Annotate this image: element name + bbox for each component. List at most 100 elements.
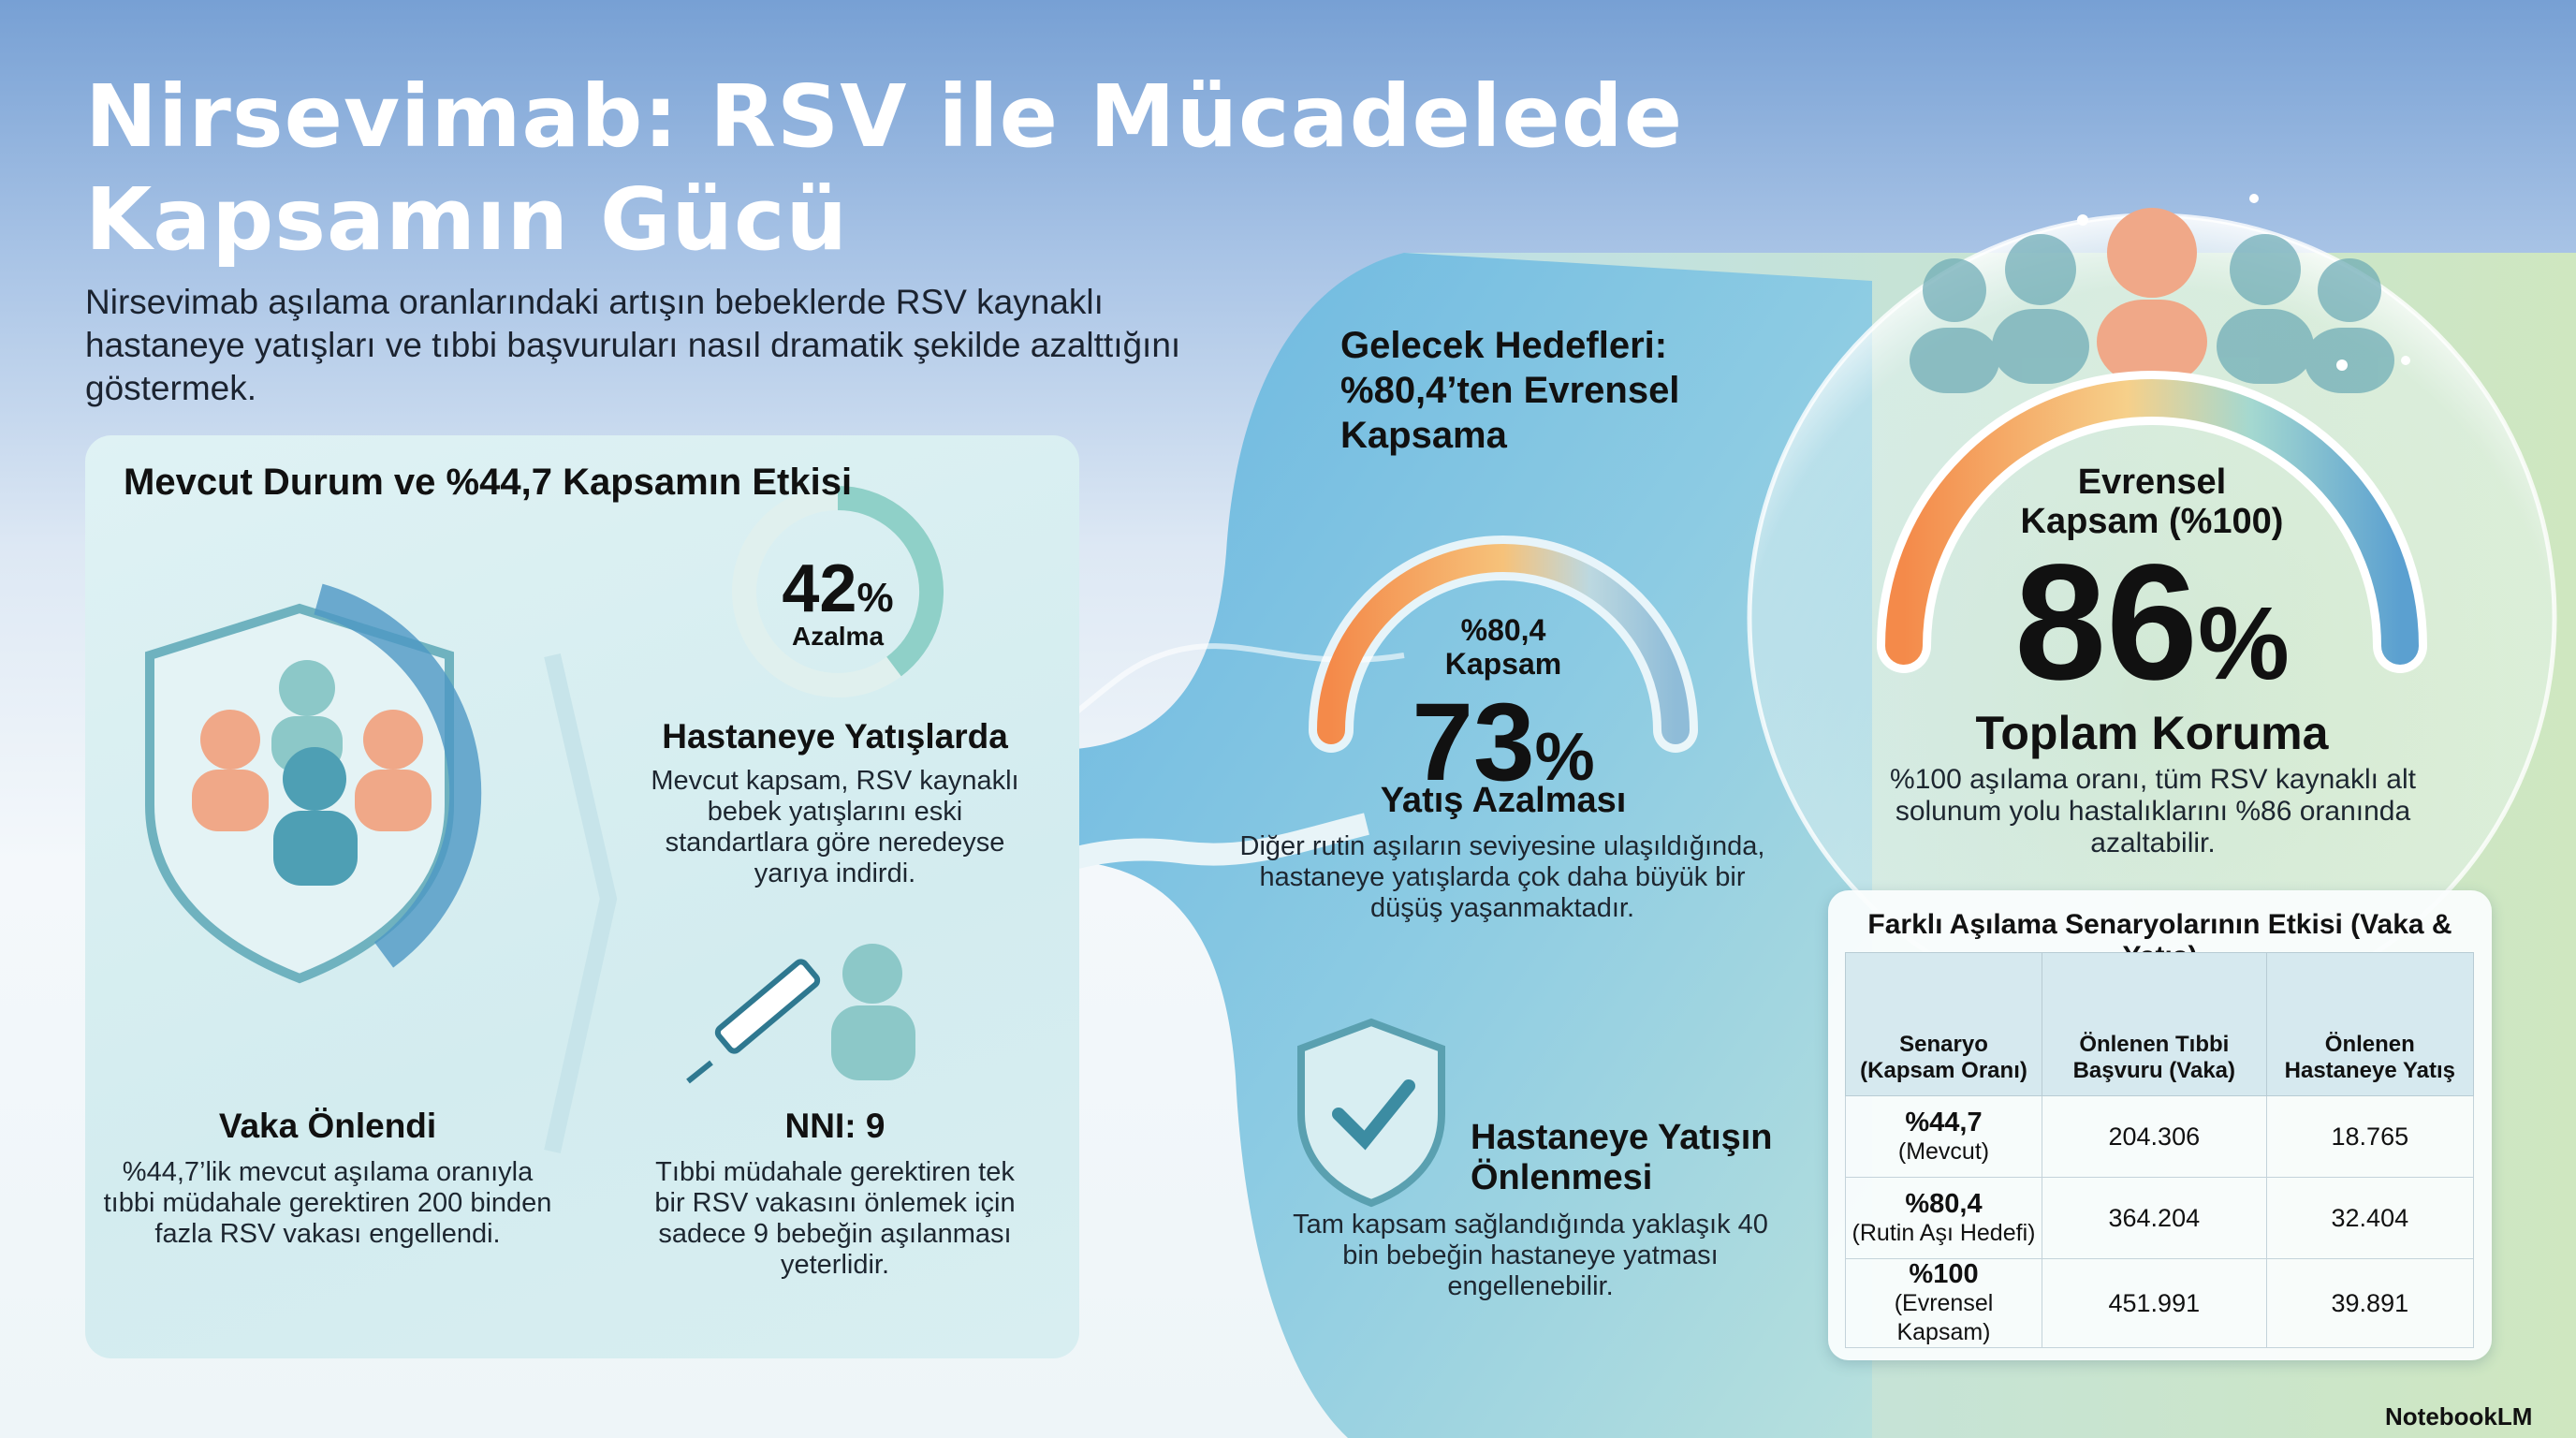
gauge-text: Diğer rutin aşıların seviyesine ulaşıldı…: [1239, 831, 1765, 923]
ring-label: 42% Azalma: [744, 550, 931, 652]
sparkles: [2077, 194, 2410, 371]
cell: %100 (Evrensel Kapsam): [1845, 1258, 2042, 1348]
people-icons-part: [1910, 328, 1999, 393]
shield-babies-part: [200, 710, 260, 770]
card-text: Tam kapsam sağlandığında yaklaşık 40 bin…: [1293, 1210, 1768, 1301]
syringe-baby-part: [686, 1060, 713, 1084]
card-title: NNI: 9: [784, 1107, 886, 1145]
sparkles-part: [2401, 356, 2410, 365]
cell: %44,7 (Mevcut): [1845, 1095, 2042, 1178]
ring-arc: [837, 486, 944, 677]
gauge-value: 73%: [1316, 682, 1690, 837]
column-header: Önlenen Hastaneye Yatış: [2265, 952, 2475, 1096]
universal-label-line: Kapsam (%100): [2020, 502, 2284, 541]
arc-universal: [1885, 379, 2419, 665]
column-header: Senaryo (Kapsam Oranı): [1845, 952, 2042, 1096]
universal-label-line: Evrensel: [2077, 462, 2227, 502]
card-text: %44,7’lik mevcut aşılama oranıyla tıbbi …: [103, 1157, 552, 1249]
shield-babies-part: [355, 770, 432, 831]
brand: NotebookLM: [2385, 1402, 2533, 1431]
title: Nirsevimab: RSV ile Mücadelede Kapsamın …: [85, 66, 1683, 271]
cell: 39.891: [2265, 1258, 2475, 1348]
universal-text: %100 aşılama oranı, tüm RSV kaynaklı alt…: [1890, 764, 2416, 858]
ring-value: 42: [782, 551, 857, 626]
cell: %80,4 (Rutin Aşı Hedefi): [1845, 1177, 2042, 1259]
card-title: Hastaneye Yatışın Önlenmesi: [1471, 1118, 1773, 1197]
people-icons-part: [2230, 234, 2301, 305]
cell-main: %80,4: [1905, 1188, 1983, 1219]
cell-main: %100: [1909, 1259, 1979, 1289]
syringe-baby: [686, 944, 915, 1084]
title-line: Kapsamın Gücü: [85, 169, 849, 270]
ring-caption: Azalma: [791, 622, 885, 651]
shield-babies: [145, 583, 482, 984]
title-line: Nirsevimab: RSV ile Mücadelede: [85, 66, 1684, 167]
shield-babies-part: [192, 770, 269, 831]
syringe-baby-part: [842, 944, 902, 1004]
shield-check-part: [1297, 1018, 1445, 1208]
table-row: %80,4 (Rutin Aşı Hedefi) 364.204 32.404: [1845, 1177, 2475, 1259]
people-icons: [1910, 234, 2394, 393]
cell-main: %44,7: [1905, 1107, 1983, 1137]
syringe-baby-part: [831, 1005, 915, 1080]
shield-babies-part: [363, 710, 423, 770]
cell: 32.404: [2265, 1177, 2475, 1259]
sparkles-part: [2249, 194, 2259, 203]
ring-unit: %: [856, 575, 894, 621]
blue-wave: [1076, 253, 1872, 1438]
shield-babies-part: [283, 747, 346, 811]
sparkles-part: [2336, 360, 2348, 371]
card-title: Hastaneye Yatışlarda: [662, 717, 1008, 756]
universal-caption: Toplam Koruma: [1975, 707, 2329, 759]
value-number: 86: [2014, 531, 2198, 714]
column-header: Önlenen Tıbbi Başvuru (Vaka): [2042, 952, 2267, 1096]
gauge-label-line: Kapsam: [1444, 647, 1562, 681]
cell: 364.204: [2042, 1177, 2267, 1259]
table-header: Senaryo (Kapsam Oranı) Önlenen Tıbbi Baş…: [1845, 952, 2475, 1096]
people-icons-part: [1923, 258, 1986, 322]
table: Senaryo (Kapsam Oranı) Önlenen Tıbbi Baş…: [1845, 952, 2475, 1348]
shield-babies-part: [273, 811, 358, 886]
center-person: [2097, 208, 2207, 384]
shield-babies-part: [314, 583, 482, 968]
gauge-label: %80,4 Kapsam: [1363, 613, 1644, 681]
shield-check: [1297, 1018, 1445, 1208]
value-number: 73: [1412, 681, 1535, 804]
cell-sub: (Evrensel Kapsam): [1894, 1290, 1994, 1345]
people-icons-part: [2318, 258, 2381, 322]
cell-sub: (Rutin Aşı Hedefi): [1852, 1219, 2036, 1246]
center-person-part: [2097, 300, 2207, 384]
table-row: %44,7 (Mevcut) 204.306 18.765: [1845, 1095, 2475, 1178]
arc-804: [1317, 544, 1690, 744]
section-title: Mevcut Durum ve %44,7 Kapsamın Etkisi: [124, 462, 853, 503]
cell: 18.765: [2265, 1095, 2475, 1178]
sparkles-part: [2077, 214, 2088, 226]
cell: 204.306: [2042, 1095, 2267, 1178]
gauge-label-line: %80,4: [1460, 613, 1546, 647]
people-icons-part: [2305, 328, 2394, 393]
card-text: Tıbbi müdahale gerektiren tek bir RSV va…: [654, 1157, 1016, 1280]
center-person-part: [2107, 208, 2197, 298]
people-icons-part: [2005, 234, 2076, 305]
shield-babies-part: [279, 660, 335, 716]
current-illustrations: [145, 486, 944, 1153]
universal-label: Evrensel Kapsam (%100): [1965, 462, 2339, 541]
universal-value: 86%: [1918, 534, 2386, 764]
table-part: Senaryo (Kapsam Oranı) Önlenen Tıbbi Baş…: [1845, 952, 2475, 1348]
table-card: Farklı Aşılama Senaryolarının Etkisi (Va…: [1828, 890, 2492, 1360]
people-icons-part: [2217, 309, 2314, 384]
section-title: Gelecek Hedefleri: %80,4’ten Evrensel Ka…: [1340, 325, 1680, 456]
card-title: Vaka Önlendi: [218, 1107, 437, 1145]
table-row: %100 (Evrensel Kapsam) 451.991 39.891: [1845, 1258, 2475, 1348]
subtitle: Nirsevimab aşılama oranlarındaki artışın…: [85, 283, 1181, 407]
cell: 451.991: [2042, 1258, 2267, 1348]
people-icons-part: [1992, 309, 2089, 384]
arrow: [544, 653, 618, 1153]
cell-sub: (Mevcut): [1897, 1137, 1990, 1165]
value-unit: %: [2197, 586, 2290, 701]
shield-check-part: [1332, 1079, 1415, 1151]
syringe-baby-part: [714, 959, 821, 1054]
gauge-caption: Yatış Azalması: [1380, 781, 1627, 820]
